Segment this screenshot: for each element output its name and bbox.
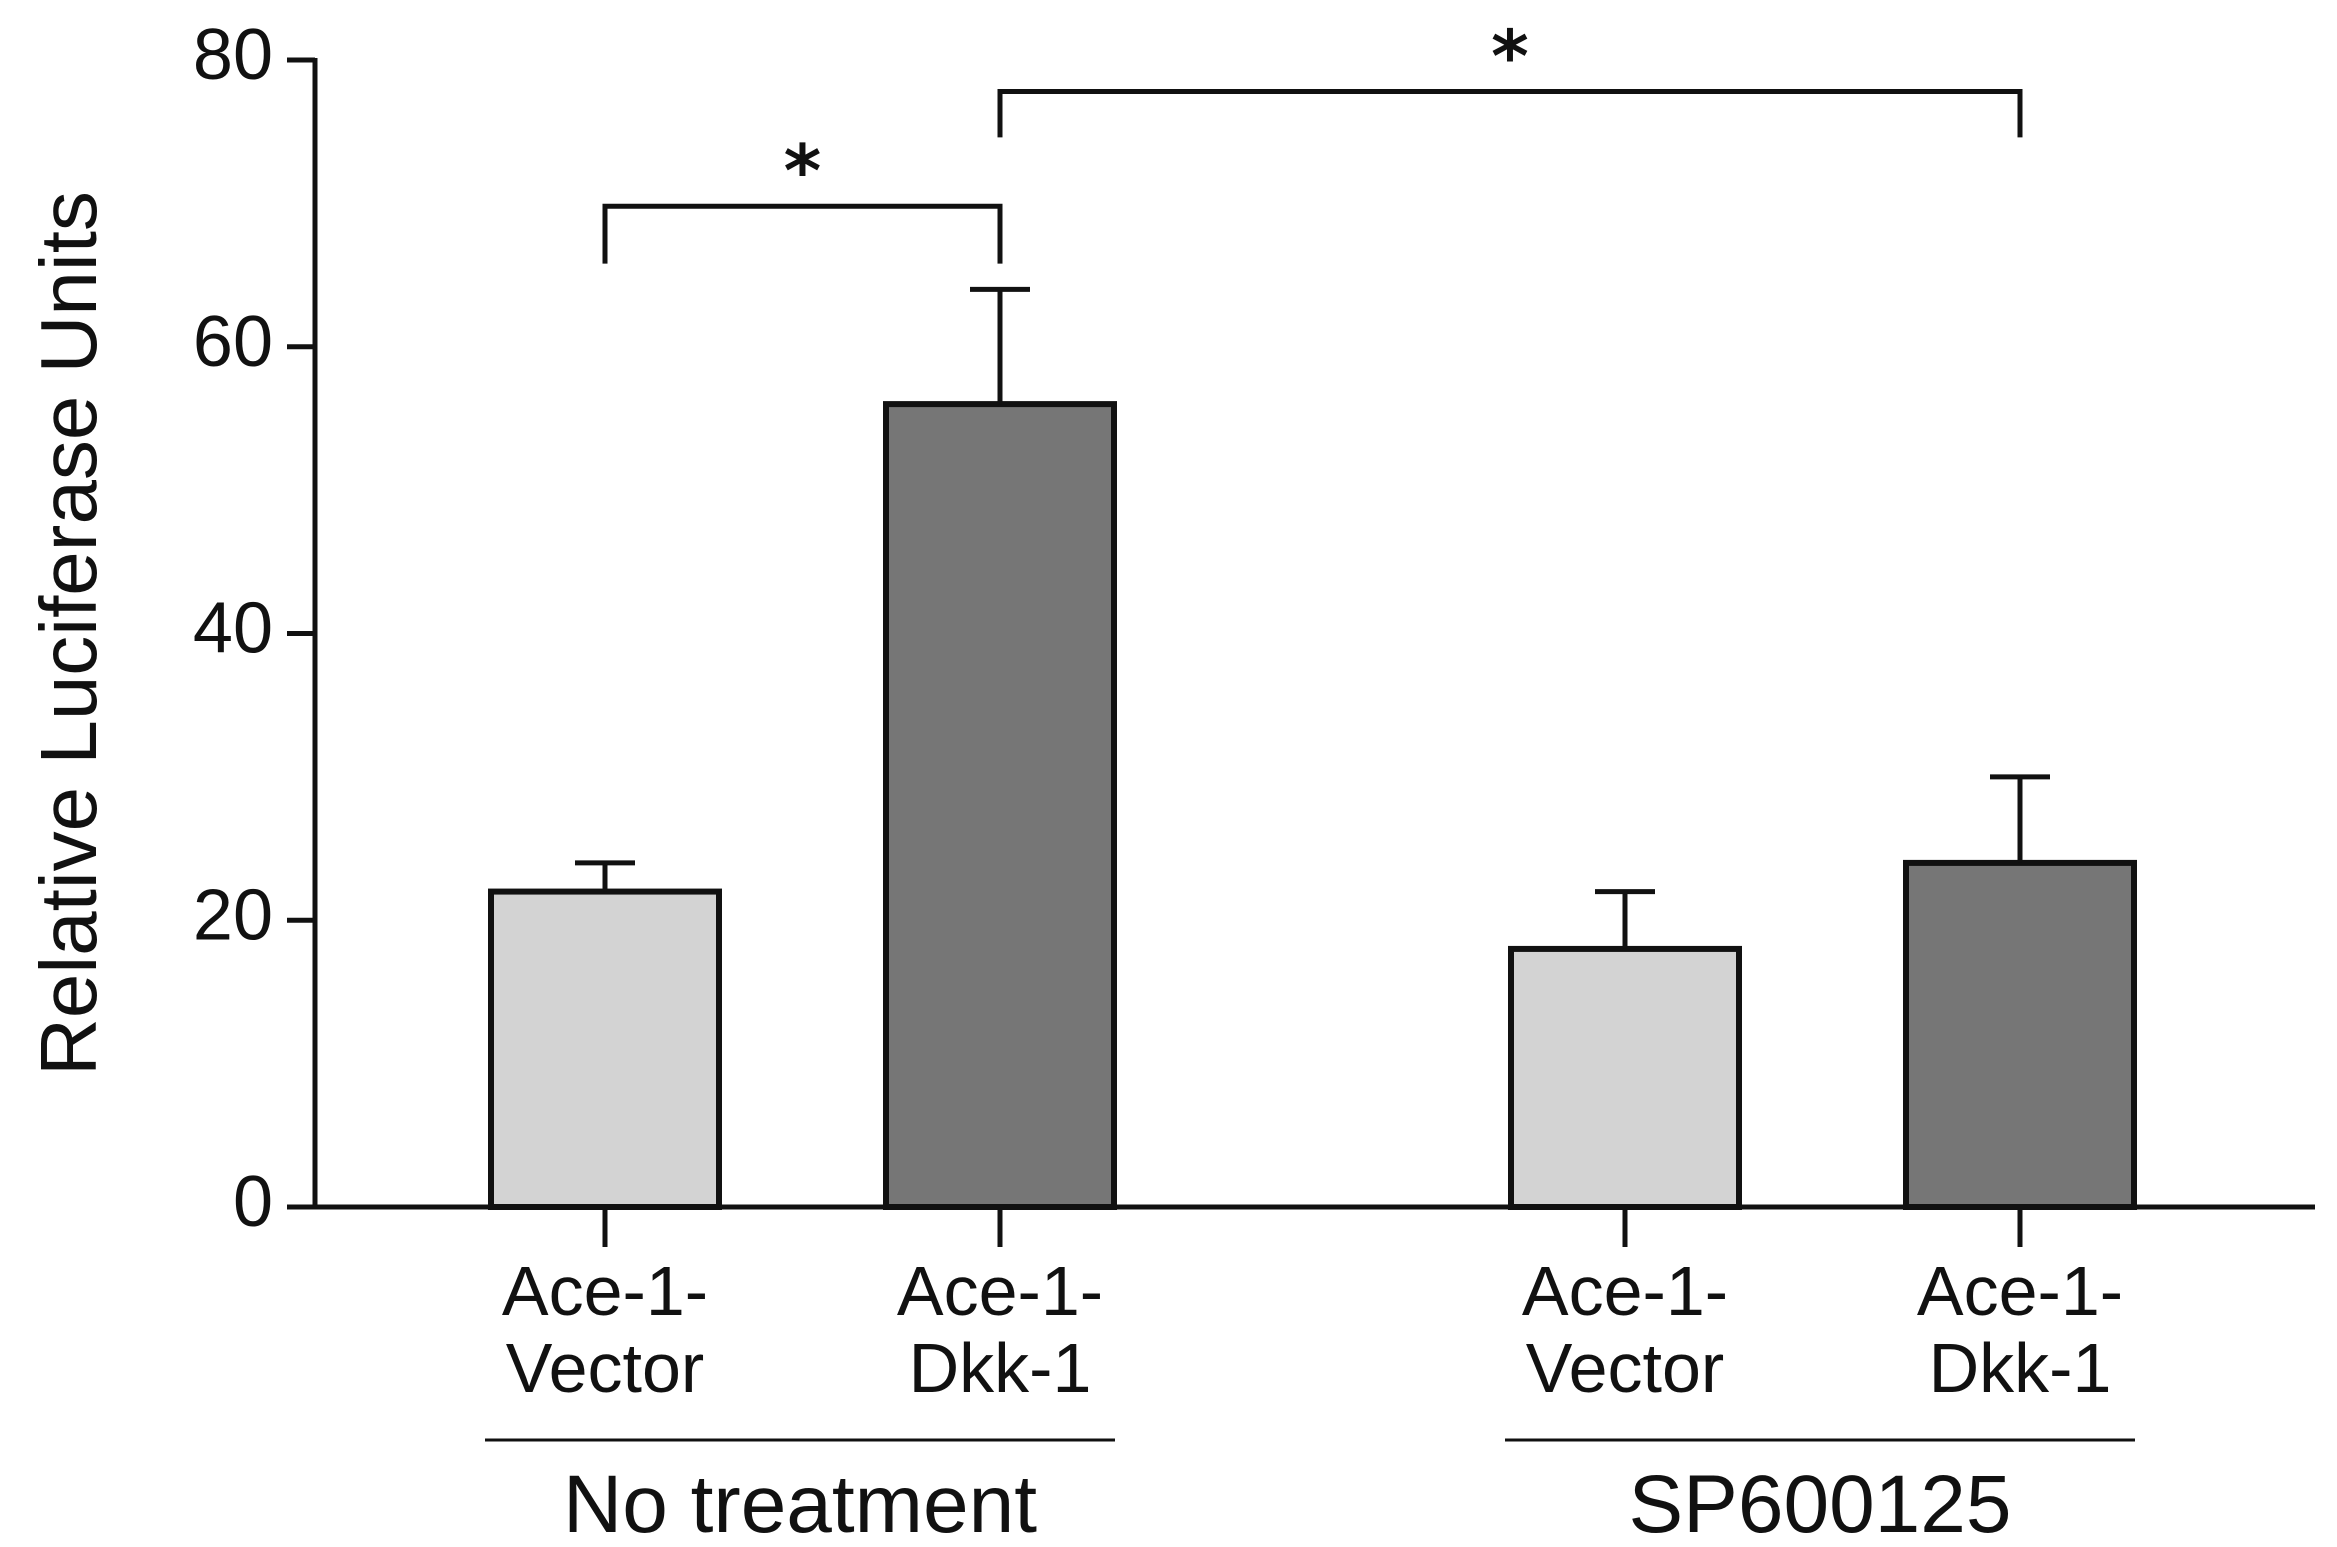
- y-tick-label: 0: [233, 1162, 273, 1242]
- group-labels-layer: No treatment SP600125: [485, 1438, 2135, 1547]
- significance-marker: *: [784, 129, 822, 213]
- y-tick-label: 20: [193, 875, 273, 955]
- x-tick-label-line2: Vector: [506, 1329, 704, 1407]
- x-tick-label-line1: Ace-1-: [897, 1252, 1103, 1330]
- bar-0: [488, 888, 722, 1210]
- bar-3: [1903, 859, 2137, 1211]
- x-tick-label-line1: Ace-1-: [502, 1252, 708, 1330]
- bars-layer: [488, 401, 2137, 1211]
- x-tick-label-line1: Ace-1-: [1522, 1252, 1728, 1330]
- bar-1: [883, 401, 1117, 1211]
- x-tick-label-line1: Ace-1-: [1917, 1252, 2123, 1330]
- group-label: No treatment: [563, 1459, 1037, 1547]
- x-ticks-layer: Ace-1-VectorAce-1-Dkk-1Ace-1-VectorAce-1…: [502, 1207, 2123, 1407]
- x-tick-label-line2: Dkk-1: [909, 1329, 1092, 1407]
- bar-2: [1508, 945, 1742, 1210]
- y-tick-label: 60: [193, 302, 273, 382]
- group-label: SP600125: [1628, 1459, 2011, 1547]
- y-tick-label: 40: [193, 589, 273, 669]
- error-bars-layer: [575, 286, 2050, 949]
- y-ticks-layer: 0 20 40 60 80: [193, 15, 315, 1242]
- y-tick-label: 80: [193, 15, 273, 95]
- significance-layer: **: [602, 15, 2023, 264]
- x-tick-label-line2: Dkk-1: [1929, 1329, 2112, 1407]
- x-tick-label-line2: Vector: [1526, 1329, 1724, 1407]
- significance-bracket: [602, 203, 1003, 264]
- y-axis-label: Relative Luciferase Units: [24, 191, 113, 1076]
- significance-bracket: [997, 89, 2023, 138]
- significance-marker: *: [1491, 15, 1529, 99]
